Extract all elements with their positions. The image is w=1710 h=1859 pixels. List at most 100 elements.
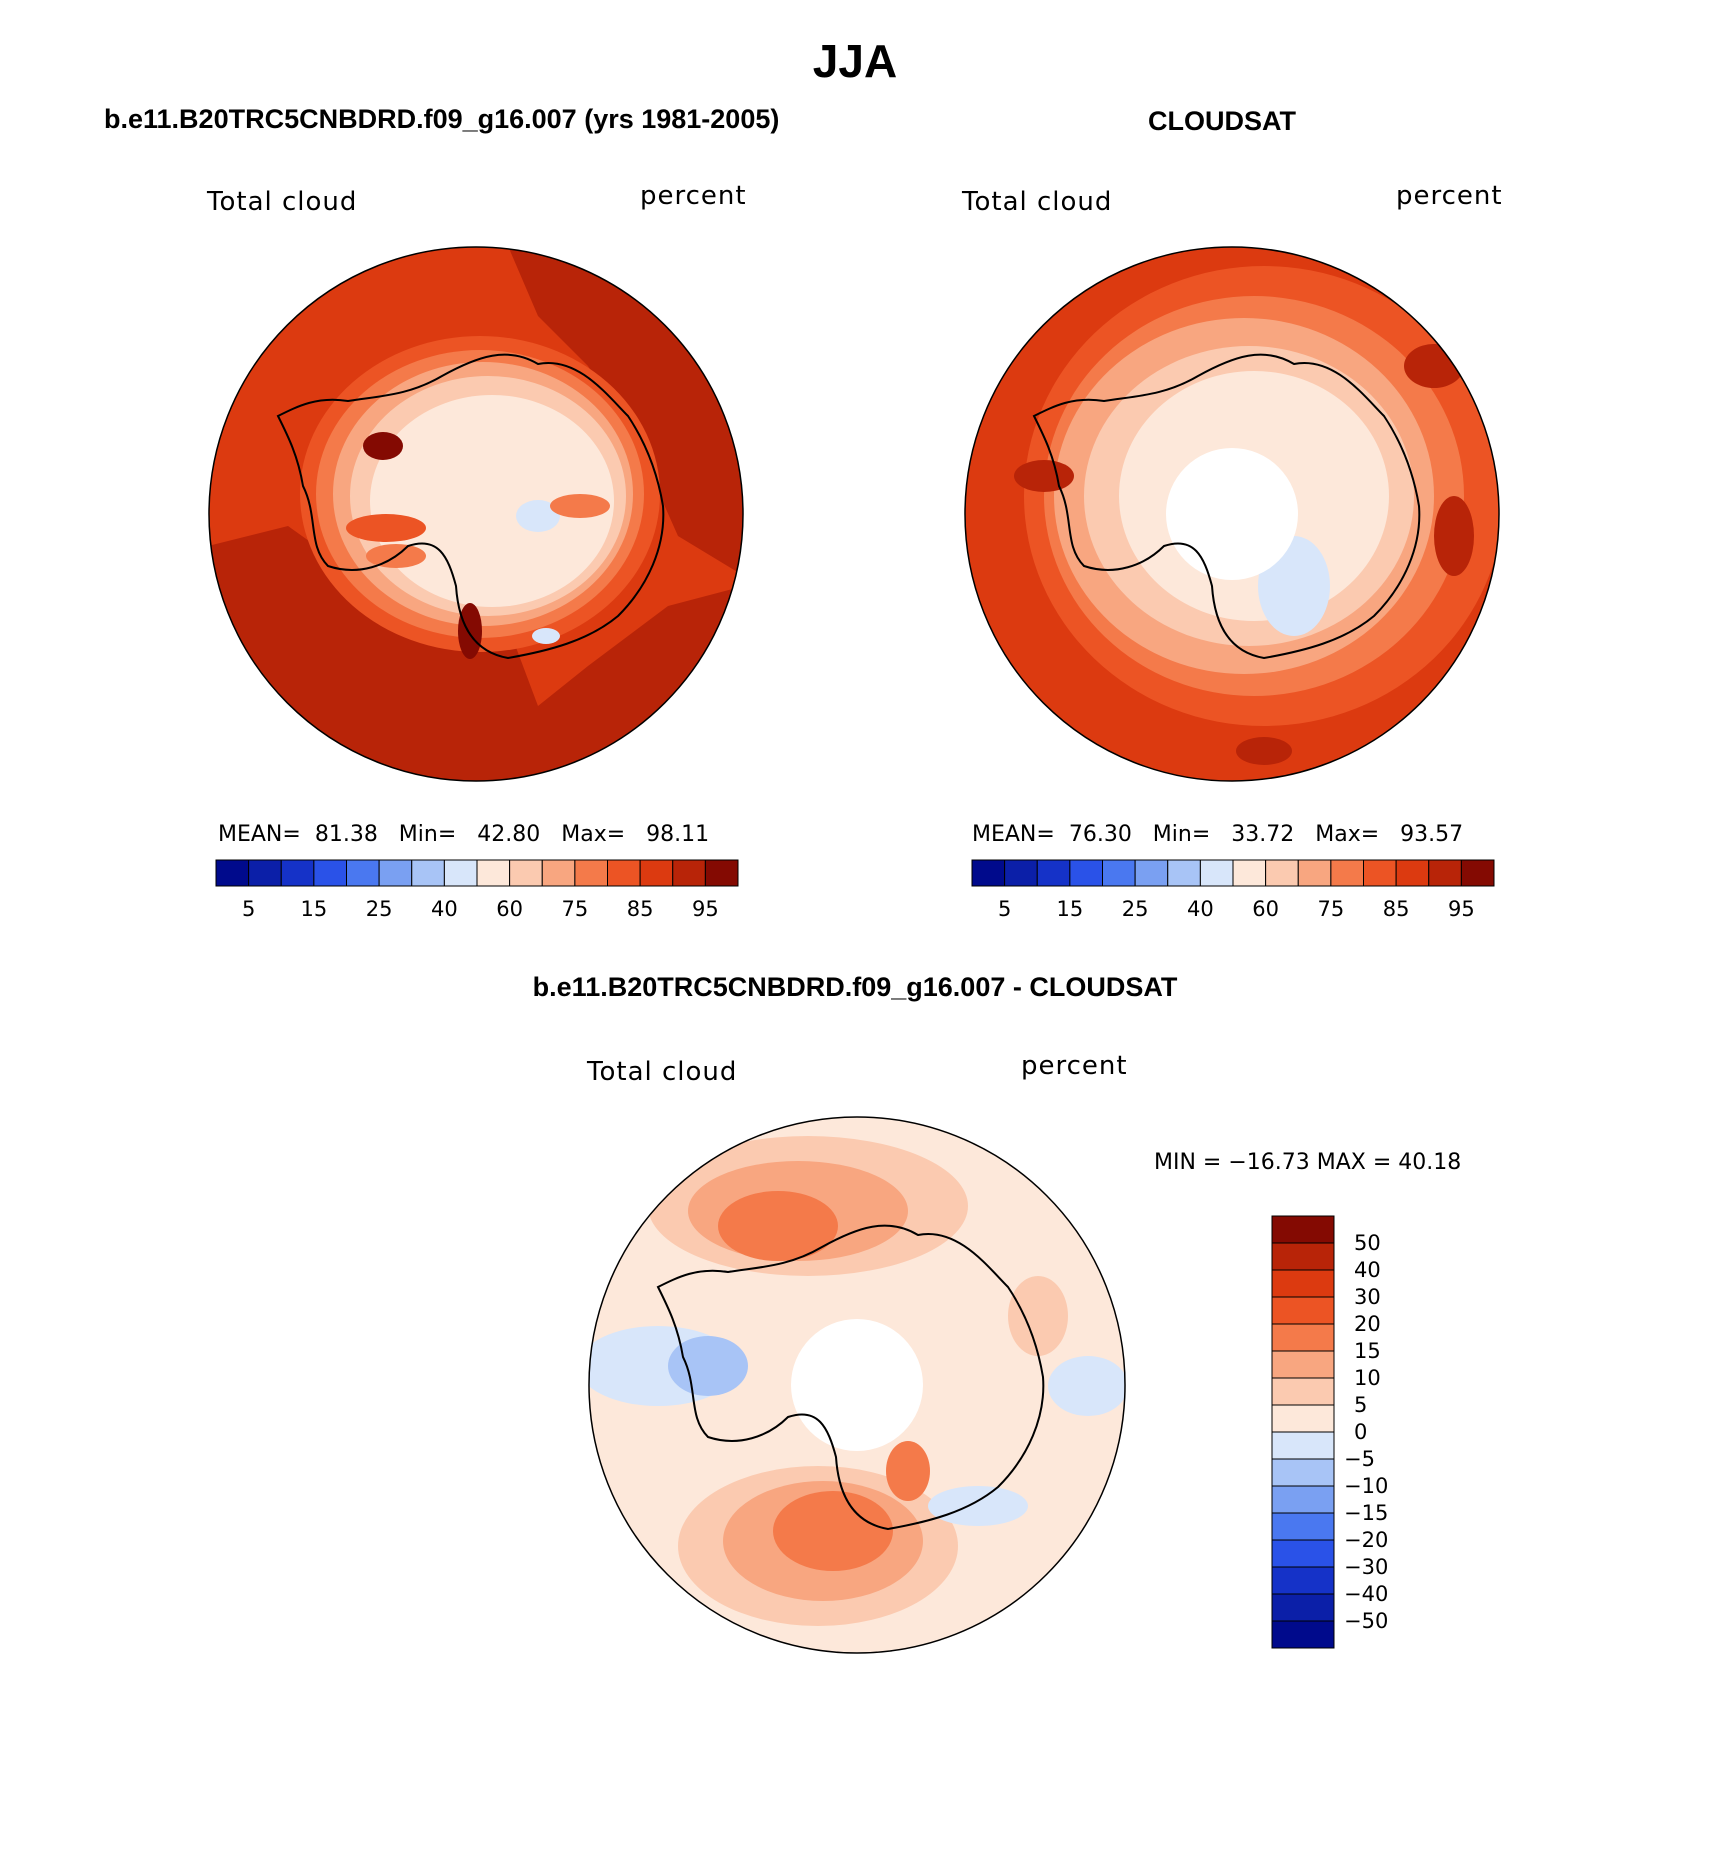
colorbar-tick-label: 60 bbox=[496, 897, 523, 921]
colorbar-tick-label: −10 bbox=[1344, 1474, 1389, 1498]
colorbar-swatch bbox=[378, 859, 413, 887]
colorbar-swatch bbox=[639, 859, 674, 887]
colorbar-swatch bbox=[1428, 859, 1462, 887]
colorbar-swatch bbox=[1036, 859, 1071, 887]
diff-colorbar-ticks: 50 40 30 20 15 10 5 0 −5 −10 −15 −20 −30 −40 −50 bbox=[1344, 1216, 1444, 1650]
diff-variable-label: Total cloud bbox=[587, 1057, 738, 1087]
colorbar-tick-label: 5 bbox=[997, 897, 1012, 921]
colorbar-swatch bbox=[672, 859, 706, 887]
colorbar-swatch bbox=[1265, 859, 1299, 887]
diff-polar-map bbox=[588, 1116, 1126, 1654]
colorbar-swatch bbox=[248, 859, 282, 887]
colorbar-swatch bbox=[1363, 859, 1397, 887]
colorbar-swatch bbox=[1271, 1539, 1335, 1568]
colorbar-tick-label: 75 bbox=[1317, 897, 1345, 921]
obs-variable-label: Total cloud bbox=[962, 187, 1113, 217]
colorbar-swatch bbox=[1199, 859, 1234, 887]
model-panel-title: b.e11.B20TRC5CNBDRD.f09_g16.007 (yrs 198… bbox=[104, 104, 780, 134]
model-stats: MEAN= 81.38 Min= 42.80 Max= 98.11 bbox=[218, 822, 710, 847]
colorbar-swatch bbox=[1271, 1566, 1335, 1595]
colorbar-tick-label: −5 bbox=[1344, 1447, 1375, 1471]
colorbar-tick-label: 15 bbox=[1056, 897, 1084, 921]
colorbar-swatch bbox=[1271, 1620, 1335, 1649]
colorbar-swatch bbox=[1271, 1269, 1335, 1298]
colorbar-swatch bbox=[1271, 1296, 1335, 1325]
colorbar-swatch bbox=[1395, 859, 1430, 887]
colorbar-swatch bbox=[411, 859, 445, 887]
colorbar-swatch bbox=[1271, 1404, 1335, 1433]
obs-colorbar-ticks: 5 15 25 40 60 75 85 95 bbox=[972, 897, 1494, 923]
diff-units-label: percent bbox=[1021, 1051, 1128, 1081]
colorbar-swatch bbox=[313, 859, 347, 887]
colorbar-tick-label: −15 bbox=[1344, 1501, 1389, 1525]
colorbar-tick-label: 5 bbox=[241, 897, 256, 921]
colorbar-tick-label: 60 bbox=[1252, 897, 1279, 921]
model-variable-label: Total cloud bbox=[207, 187, 358, 217]
figure-title: JJA bbox=[812, 35, 898, 87]
colorbar-tick-label: −40 bbox=[1344, 1582, 1389, 1606]
colorbar-tick-label: 40 bbox=[1354, 1258, 1381, 1282]
colorbar-swatch bbox=[704, 859, 739, 887]
colorbar-swatch bbox=[1297, 859, 1332, 887]
colorbar-swatch bbox=[1460, 859, 1495, 887]
colorbar-swatch bbox=[1271, 1431, 1335, 1460]
colorbar-swatch bbox=[1271, 1377, 1335, 1406]
colorbar-swatch bbox=[215, 859, 250, 887]
colorbar-tick-label: 0 bbox=[1354, 1420, 1368, 1444]
model-units-label: percent bbox=[640, 181, 747, 211]
diff-colorbar bbox=[1271, 1215, 1335, 1649]
colorbar-swatch bbox=[346, 859, 380, 887]
colorbar-tick-label: −30 bbox=[1344, 1555, 1389, 1579]
diff-panel-title: b.e11.B20TRC5CNBDRD.f09_g16.007 - CLOUDS… bbox=[532, 972, 1178, 1002]
obs-panel-title: CLOUDSAT bbox=[1148, 106, 1296, 136]
colorbar-tick-label: 50 bbox=[1354, 1231, 1381, 1255]
diff-stats: MIN = −16.73 MAX = 40.18 bbox=[1154, 1150, 1462, 1175]
colorbar-swatch bbox=[476, 859, 511, 887]
colorbar-tick-label: 15 bbox=[300, 897, 328, 921]
colorbar-tick-label: 95 bbox=[1448, 897, 1475, 921]
colorbar-tick-label: 95 bbox=[692, 897, 719, 921]
colorbar-swatch bbox=[1271, 1512, 1335, 1541]
colorbar-tick-label: 25 bbox=[1121, 897, 1149, 921]
colorbar-swatch bbox=[1134, 859, 1169, 887]
colorbar-tick-label: 85 bbox=[626, 897, 654, 921]
colorbar-swatch bbox=[443, 859, 478, 887]
model-colorbar bbox=[215, 859, 739, 887]
obs-stats: MEAN= 76.30 Min= 33.72 Max= 93.57 bbox=[972, 822, 1464, 847]
colorbar-swatch bbox=[541, 859, 576, 887]
colorbar-swatch bbox=[971, 859, 1006, 887]
model-colorbar-ticks: 5 15 25 40 60 75 85 95 bbox=[216, 897, 738, 923]
colorbar-swatch bbox=[1271, 1215, 1335, 1244]
colorbar-tick-label: −20 bbox=[1344, 1528, 1389, 1552]
colorbar-swatch bbox=[1004, 859, 1038, 887]
colorbar-swatch bbox=[1271, 1350, 1335, 1379]
colorbar-swatch bbox=[574, 859, 608, 887]
colorbar-tick-label: −50 bbox=[1344, 1609, 1389, 1633]
colorbar-tick-label: 40 bbox=[431, 897, 458, 921]
colorbar-swatch bbox=[1271, 1593, 1335, 1622]
obs-colorbar bbox=[971, 859, 1495, 887]
colorbar-swatch bbox=[1069, 859, 1103, 887]
model-polar-map bbox=[208, 246, 744, 782]
colorbar-tick-label: 20 bbox=[1354, 1312, 1381, 1336]
colorbar-swatch bbox=[1271, 1242, 1335, 1271]
colorbar-swatch bbox=[1330, 859, 1364, 887]
colorbar-tick-label: 75 bbox=[561, 897, 589, 921]
colorbar-tick-label: 10 bbox=[1354, 1366, 1381, 1390]
colorbar-swatch bbox=[280, 859, 315, 887]
colorbar-swatch bbox=[1271, 1323, 1335, 1352]
colorbar-swatch bbox=[1167, 859, 1201, 887]
colorbar-tick-label: 15 bbox=[1354, 1339, 1381, 1363]
colorbar-swatch bbox=[1232, 859, 1267, 887]
obs-units-label: percent bbox=[1396, 181, 1503, 211]
colorbar-swatch bbox=[1102, 859, 1136, 887]
colorbar-tick-label: 25 bbox=[365, 897, 393, 921]
colorbar-swatch bbox=[1271, 1458, 1335, 1487]
obs-polar-map bbox=[964, 246, 1500, 782]
colorbar-tick-label: 40 bbox=[1187, 897, 1214, 921]
colorbar-tick-label: 30 bbox=[1354, 1285, 1381, 1309]
colorbar-tick-label: 5 bbox=[1354, 1393, 1368, 1417]
colorbar-swatch bbox=[509, 859, 543, 887]
colorbar-tick-label: 85 bbox=[1382, 897, 1410, 921]
colorbar-swatch bbox=[607, 859, 641, 887]
